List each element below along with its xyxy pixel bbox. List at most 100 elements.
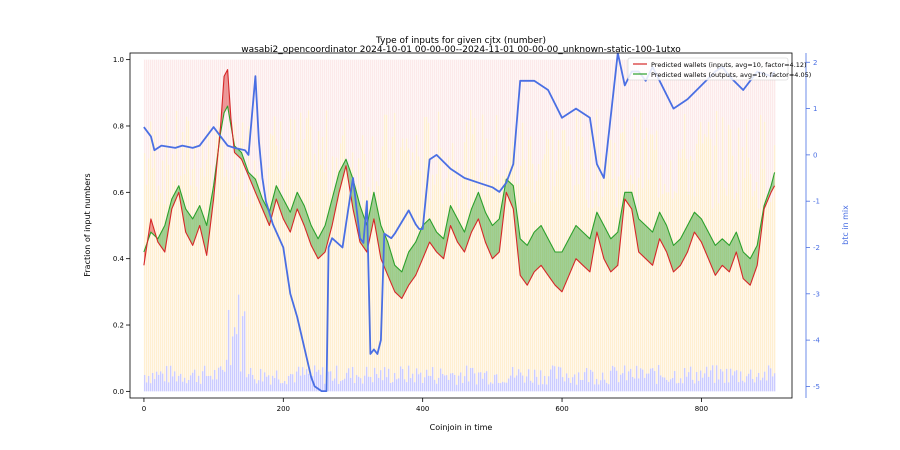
bg-bar-yellow <box>615 207 618 371</box>
bg-bar-blue <box>381 380 384 392</box>
bg-bar-blue <box>383 367 386 392</box>
bg-bar-pink <box>225 59 228 170</box>
difference-fill-segment <box>415 225 423 276</box>
bg-bar-yellow <box>173 180 176 372</box>
bg-bar-pink <box>431 59 434 175</box>
bg-bar-blue <box>245 377 248 392</box>
bg-bar-blue <box>375 374 378 392</box>
bg-bar-pink <box>649 59 652 135</box>
series-difference-fill <box>143 69 775 299</box>
bg-bar-yellow <box>517 183 520 370</box>
bg-bar-yellow <box>155 201 158 372</box>
bg-bar-blue <box>665 379 668 392</box>
bg-bar-pink <box>423 59 426 118</box>
bg-bar-blue <box>467 381 470 392</box>
bg-bar-yellow <box>201 144 204 372</box>
bg-bar-blue <box>757 372 760 392</box>
bg-bar-blue <box>625 380 628 392</box>
bg-bar-pink <box>185 59 188 117</box>
bg-bar-blue <box>595 378 598 392</box>
bg-bar-yellow <box>247 126 250 375</box>
bg-bar-pink <box>707 59 710 122</box>
bg-bar-yellow <box>183 174 186 378</box>
bg-bar-pink <box>349 59 352 168</box>
bg-bar-yellow <box>483 194 486 373</box>
bg-bar-blue <box>629 368 632 392</box>
bg-bar-blue <box>565 373 568 392</box>
bg-bar-blue <box>479 372 482 392</box>
bg-bar-pink <box>297 59 300 142</box>
bg-bar-pink <box>705 59 708 138</box>
bg-bar-blue <box>601 372 604 392</box>
bg-bar-pink <box>659 59 662 166</box>
bg-bar-blue <box>447 379 450 392</box>
difference-fill-segment <box>548 238 556 286</box>
bg-bar-yellow <box>395 173 398 380</box>
bg-bar-blue <box>729 368 732 392</box>
bg-bar-pink <box>351 59 354 153</box>
bg-bar-pink <box>451 59 454 144</box>
bg-bar-blue <box>241 316 244 392</box>
bg-bar-blue <box>329 371 332 392</box>
bg-bar-yellow <box>541 159 544 385</box>
bg-bar-yellow <box>509 157 512 376</box>
bg-bar-pink <box>549 59 552 201</box>
bg-bar-pink <box>173 59 176 181</box>
bg-bar-pink <box>301 59 304 168</box>
bg-bar-pink <box>693 59 696 197</box>
bg-bar-yellow <box>633 117 636 379</box>
bg-bar-blue <box>389 383 392 392</box>
difference-fill-segment <box>436 232 444 259</box>
bg-bar-blue <box>305 369 308 392</box>
bg-bar-yellow <box>215 132 218 380</box>
bg-bar-blue <box>475 384 478 392</box>
difference-fill-segment <box>520 238 528 286</box>
bg-bar-pink <box>237 59 240 183</box>
y2-tick-label: -3 <box>813 290 820 298</box>
bg-bar-blue <box>311 375 314 392</box>
bg-bar-pink <box>679 59 682 159</box>
bg-bar-yellow <box>409 175 412 379</box>
bg-bar-pink <box>547 59 550 140</box>
bg-bar-pink <box>205 59 208 160</box>
bg-bar-yellow <box>329 192 332 372</box>
bg-bar-blue <box>145 382 148 392</box>
bg-bar-blue <box>519 372 522 392</box>
bg-bar-blue <box>549 369 552 392</box>
bg-bar-pink <box>427 59 430 123</box>
bg-bar-pink <box>761 59 764 169</box>
bg-bar-blue <box>611 365 614 392</box>
bg-bar-yellow <box>145 184 148 383</box>
bg-bar-pink <box>309 59 312 127</box>
bg-bar-pink <box>609 59 612 140</box>
bg-bar-yellow <box>537 164 540 385</box>
bg-bar-yellow <box>611 178 614 366</box>
bg-bar-blue <box>539 370 542 392</box>
bg-bar-yellow <box>371 136 374 383</box>
bg-bar-blue <box>155 371 158 392</box>
bg-bar-yellow <box>319 164 322 375</box>
bg-bar-yellow <box>359 206 362 379</box>
bg-bar-blue <box>651 368 654 392</box>
bg-bar-yellow <box>549 200 552 370</box>
bg-bar-yellow <box>331 156 334 381</box>
y2-tick-label: 0 <box>813 151 817 159</box>
bg-bar-yellow <box>313 153 316 366</box>
bg-bar-pink <box>157 59 160 186</box>
bg-bar-yellow <box>151 168 154 373</box>
bg-bar-pink <box>269 59 272 134</box>
bg-bar-blue <box>143 374 146 392</box>
bg-bar-yellow <box>619 133 622 375</box>
bg-bar-blue <box>345 372 348 392</box>
bg-bar-pink <box>593 59 596 191</box>
bg-bar-pink <box>327 59 330 194</box>
bg-bar-blue <box>527 369 530 392</box>
bg-bar-pink <box>601 59 604 198</box>
bg-bar-pink <box>555 59 558 171</box>
bg-bar-yellow <box>721 117 724 372</box>
bg-bar-yellow <box>477 202 480 373</box>
bg-bar-blue <box>579 379 582 392</box>
bg-bar-yellow <box>583 169 586 373</box>
bg-bar-pink <box>769 59 772 203</box>
bg-bar-pink <box>343 59 346 119</box>
